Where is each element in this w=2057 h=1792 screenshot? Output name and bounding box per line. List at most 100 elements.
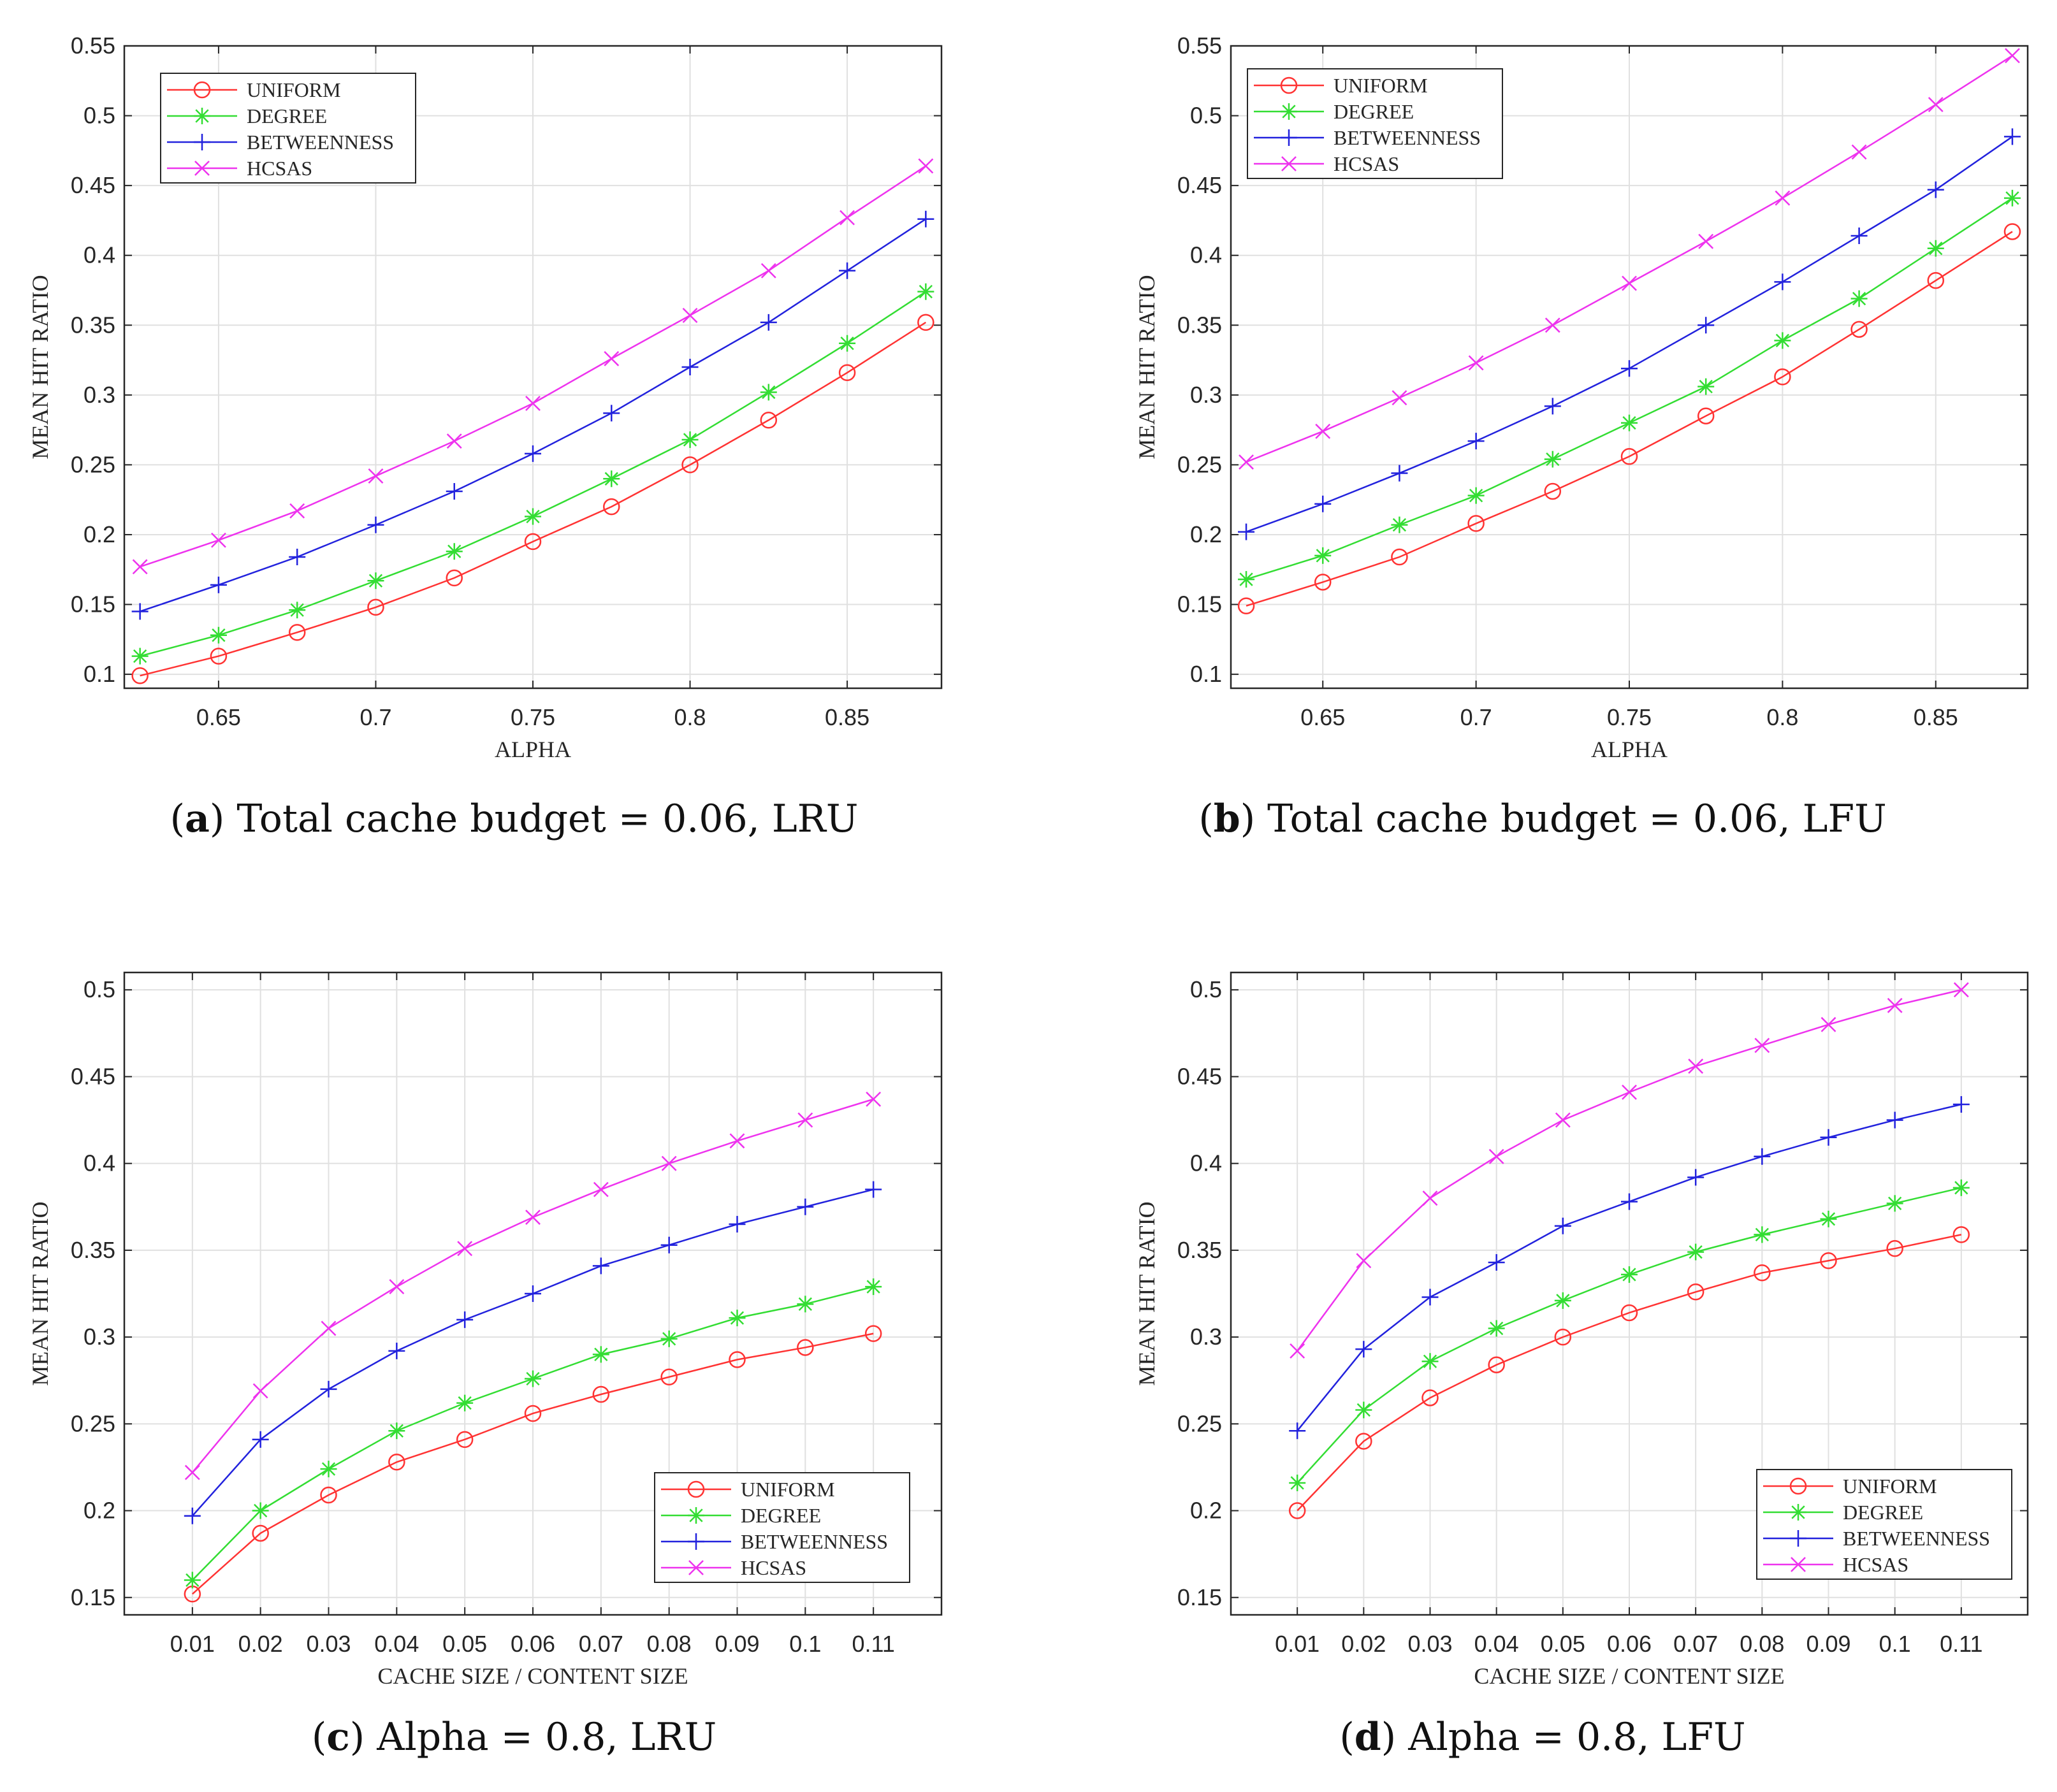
data-point bbox=[456, 1394, 474, 1412]
legend-item: DEGREE bbox=[1763, 1501, 1923, 1524]
data-point bbox=[1555, 1112, 1571, 1128]
x-tick-label: 0.7 bbox=[1460, 704, 1492, 730]
data-point bbox=[1355, 1341, 1372, 1358]
data-point bbox=[660, 1330, 678, 1347]
data-point bbox=[1697, 407, 1715, 424]
data-point bbox=[252, 1502, 269, 1519]
data-point bbox=[525, 396, 541, 411]
legend-marker bbox=[1790, 1530, 1806, 1547]
data-point bbox=[1356, 1253, 1372, 1269]
data-point bbox=[2003, 189, 2021, 206]
y-tick-label: 0.15 bbox=[71, 1584, 115, 1610]
data-point bbox=[1391, 548, 1408, 566]
data-point bbox=[603, 470, 620, 488]
x-tick-label: 0.06 bbox=[1607, 1631, 1652, 1657]
legend-label: DEGREE bbox=[1334, 100, 1414, 123]
legend-item: BETWEENNESS bbox=[1254, 126, 1481, 149]
legend-marker bbox=[688, 1533, 704, 1550]
data-point bbox=[456, 1431, 474, 1449]
legend-label: UNIFORM bbox=[1843, 1475, 1937, 1498]
legend-item: DEGREE bbox=[661, 1504, 821, 1527]
data-point bbox=[660, 1368, 678, 1386]
y-tick-label: 0.45 bbox=[71, 172, 115, 198]
data-point bbox=[1621, 414, 1638, 431]
y-tick-label: 0.55 bbox=[1177, 33, 1222, 59]
data-point bbox=[681, 359, 699, 375]
y-tick-label: 0.2 bbox=[1190, 1498, 1222, 1524]
data-point bbox=[320, 1380, 337, 1398]
data-point bbox=[446, 483, 463, 500]
data-point bbox=[1355, 1401, 1372, 1419]
x-tick-label: 0.09 bbox=[715, 1631, 759, 1657]
legend-item: BETWEENNESS bbox=[167, 131, 394, 154]
data-point bbox=[917, 283, 934, 300]
x-tick-label: 0.06 bbox=[511, 1631, 555, 1657]
chart-a: 0.1 0.15 0.2 0.25 0.3 0.35 0.4 0.45 0.5 0.55 0.65 0… bbox=[27, 33, 943, 762]
data-point bbox=[1687, 1169, 1704, 1186]
caption-text: Alpha = 0.8, LRU bbox=[377, 1715, 717, 1759]
legend-marker bbox=[194, 134, 210, 150]
y-tick-label: 0.5 bbox=[1190, 103, 1222, 129]
legend-label: HCSAS bbox=[1843, 1553, 1908, 1576]
series-hcsas bbox=[1290, 982, 1969, 1359]
legend-label: DEGREE bbox=[247, 105, 327, 127]
data-point bbox=[681, 431, 699, 448]
y-axis-label: MEAN HIT RATIO bbox=[27, 275, 53, 459]
x-tick-label: 0.7 bbox=[360, 704, 391, 730]
x-tick-label: 0.07 bbox=[1673, 1631, 1718, 1657]
data-point bbox=[1488, 1148, 1504, 1164]
x-tick-label: 0.8 bbox=[1766, 704, 1798, 730]
data-point bbox=[760, 263, 776, 278]
axes: 0.15 0.2 0.25 0.3 0.35 0.4 0.45 0.5 0.01 0.02 0.03… bbox=[27, 971, 943, 1689]
legend-box bbox=[654, 1472, 910, 1583]
y-tick-label: 0.55 bbox=[71, 33, 115, 59]
data-point bbox=[592, 1257, 609, 1275]
data-point bbox=[1238, 571, 1255, 588]
x-tick-label: 0.75 bbox=[1607, 704, 1652, 730]
data-point bbox=[210, 576, 227, 593]
legend-item: UNIFORM bbox=[167, 78, 341, 101]
data-point bbox=[1488, 1254, 1505, 1271]
plot-frame bbox=[123, 971, 943, 1616]
data-point bbox=[918, 158, 934, 174]
y-axis-label: MEAN HIT RATIO bbox=[1134, 1201, 1159, 1385]
data-point bbox=[184, 1572, 201, 1589]
series-degree bbox=[131, 283, 934, 665]
series-line bbox=[140, 321, 927, 677]
data-point bbox=[289, 503, 305, 519]
x-tick-label: 0.75 bbox=[511, 704, 555, 730]
x-tick-label: 0.05 bbox=[442, 1631, 487, 1657]
data-point bbox=[457, 1241, 473, 1257]
x-tick-label: 0.02 bbox=[238, 1631, 283, 1657]
data-point bbox=[367, 572, 384, 589]
series-betweenness bbox=[1289, 1096, 1970, 1440]
data-point bbox=[367, 598, 384, 616]
chart-panel-c: 0.15 0.2 0.25 0.3 0.35 0.4 0.45 0.5 0.01 0.02 0.03… bbox=[0, 896, 1028, 1792]
y-tick-label: 0.3 bbox=[84, 382, 115, 408]
data-point bbox=[1237, 597, 1255, 614]
data-point bbox=[1391, 516, 1408, 533]
data-point bbox=[2003, 223, 2021, 240]
series-degree bbox=[1289, 1179, 1970, 1491]
data-point bbox=[1488, 1320, 1505, 1337]
data-point bbox=[865, 1278, 882, 1296]
legend-marker bbox=[1281, 103, 1297, 120]
y-tick-label: 0.1 bbox=[84, 661, 115, 687]
data-point bbox=[446, 569, 463, 587]
y-tick-label: 0.4 bbox=[1190, 242, 1222, 268]
chart-c: 0.15 0.2 0.25 0.3 0.35 0.4 0.45 0.5 0.01 0.02 0.03… bbox=[27, 971, 943, 1689]
y-tick-label: 0.4 bbox=[84, 1150, 115, 1176]
y-axis-label: MEAN HIT RATIO bbox=[27, 1201, 53, 1385]
axes: 0.1 0.15 0.2 0.25 0.3 0.35 0.4 0.45 0.5 0.55 0.65 0… bbox=[27, 33, 943, 762]
chart-d: 0.15 0.2 0.25 0.3 0.35 0.4 0.45 0.5 0.01 0.02 0.03… bbox=[1134, 971, 2029, 1689]
data-point bbox=[760, 384, 777, 401]
series-uniform bbox=[131, 314, 934, 684]
caption-b: (b) Total cache budget = 0.06, LFU bbox=[1198, 797, 1887, 841]
y-tick-label: 0.35 bbox=[1177, 312, 1222, 338]
data-point bbox=[131, 603, 149, 620]
data-point bbox=[1952, 1226, 1970, 1243]
data-point bbox=[1774, 332, 1791, 349]
data-point bbox=[1953, 982, 1969, 998]
data-point bbox=[252, 1383, 268, 1399]
y-tick-label: 0.25 bbox=[71, 451, 115, 477]
